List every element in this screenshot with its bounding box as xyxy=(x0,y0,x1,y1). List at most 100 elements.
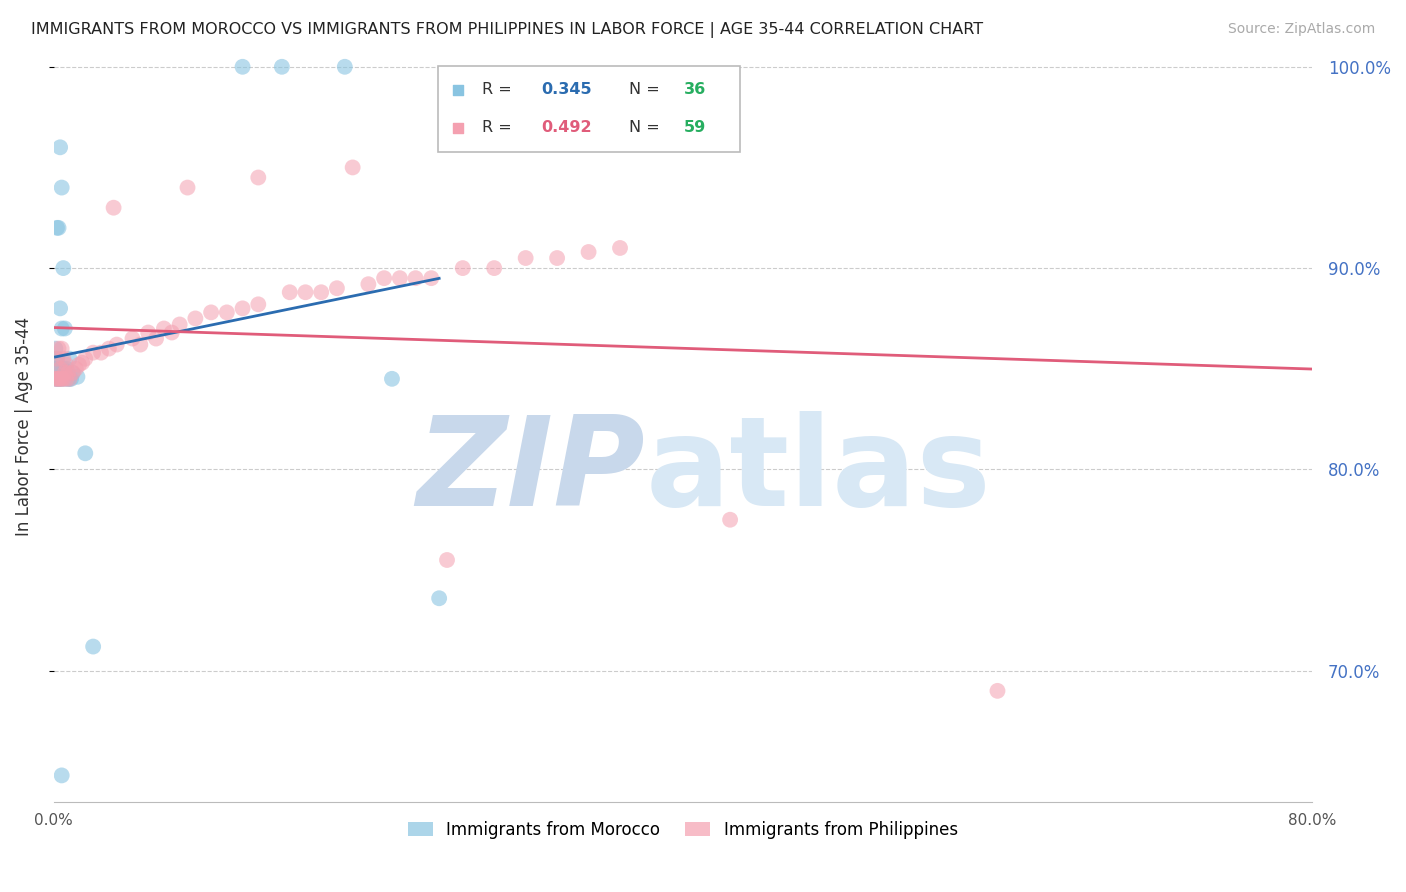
Point xyxy=(184,311,207,326)
Point xyxy=(70,356,93,370)
Point xyxy=(388,271,411,285)
Point xyxy=(48,372,70,386)
Point xyxy=(160,326,183,340)
Point xyxy=(169,318,191,332)
Point xyxy=(49,372,72,386)
Point xyxy=(90,345,112,359)
Point xyxy=(436,553,458,567)
Point xyxy=(48,220,70,235)
Text: ZIP: ZIP xyxy=(416,410,645,532)
Point xyxy=(62,366,84,380)
Point xyxy=(82,640,104,654)
Point xyxy=(232,301,254,316)
Point xyxy=(49,140,72,154)
Point xyxy=(270,60,292,74)
Point xyxy=(44,342,66,356)
Point xyxy=(44,372,66,386)
Text: Source: ZipAtlas.com: Source: ZipAtlas.com xyxy=(1227,22,1375,37)
Point xyxy=(405,271,427,285)
Text: atlas: atlas xyxy=(645,410,991,532)
Point xyxy=(52,351,75,366)
Point xyxy=(153,321,176,335)
Point xyxy=(547,165,569,179)
Point xyxy=(62,366,84,380)
Point xyxy=(51,372,73,386)
Point xyxy=(333,60,356,74)
Point xyxy=(55,361,77,376)
Point xyxy=(342,161,364,175)
Text: 0.345: 0.345 xyxy=(541,82,592,97)
Point xyxy=(53,321,76,335)
Text: 59: 59 xyxy=(685,120,706,136)
Point xyxy=(482,261,505,276)
Point xyxy=(381,372,404,386)
Point xyxy=(427,591,450,606)
Point xyxy=(52,261,75,276)
Point xyxy=(44,361,66,376)
Point xyxy=(46,351,69,366)
Point xyxy=(420,271,443,285)
Legend: Immigrants from Morocco, Immigrants from Philippines: Immigrants from Morocco, Immigrants from… xyxy=(401,814,965,846)
Point xyxy=(578,245,600,260)
Text: IMMIGRANTS FROM MOROCCO VS IMMIGRANTS FROM PHILIPPINES IN LABOR FORCE | AGE 35-4: IMMIGRANTS FROM MOROCCO VS IMMIGRANTS FR… xyxy=(31,22,983,38)
Point xyxy=(200,305,222,319)
Point xyxy=(247,170,270,185)
Point xyxy=(49,372,72,386)
Point xyxy=(52,372,75,386)
Point xyxy=(51,180,73,194)
Point xyxy=(46,361,69,376)
Point xyxy=(357,277,380,292)
FancyBboxPatch shape xyxy=(437,66,740,152)
Point xyxy=(309,285,332,300)
Text: R =: R = xyxy=(482,82,516,97)
Point xyxy=(46,372,69,386)
Point xyxy=(75,351,97,366)
Point xyxy=(46,220,69,235)
Point xyxy=(176,180,198,194)
Point xyxy=(66,369,89,384)
Point xyxy=(53,366,76,380)
Point xyxy=(58,351,80,366)
Point xyxy=(60,372,83,386)
Point xyxy=(44,372,66,386)
Point xyxy=(373,271,395,285)
Point xyxy=(546,251,568,265)
Point xyxy=(58,372,80,386)
Point xyxy=(986,683,1008,698)
Text: R =: R = xyxy=(482,120,516,136)
Point xyxy=(82,345,104,359)
Point xyxy=(75,446,97,460)
Text: N =: N = xyxy=(628,120,665,136)
Point xyxy=(215,305,238,319)
Point xyxy=(46,351,69,366)
Point xyxy=(145,332,167,346)
Point xyxy=(67,358,90,372)
Point xyxy=(136,326,159,340)
Point xyxy=(547,267,569,281)
Point xyxy=(55,372,77,386)
Text: N =: N = xyxy=(628,82,665,97)
Point xyxy=(44,351,66,366)
Text: 0.492: 0.492 xyxy=(541,120,592,136)
Point xyxy=(52,361,75,376)
Point xyxy=(609,241,631,255)
Point xyxy=(48,342,70,356)
Point xyxy=(232,60,254,74)
Point xyxy=(51,342,73,356)
Point xyxy=(278,285,301,300)
Point xyxy=(48,361,70,376)
Point xyxy=(58,372,80,386)
Point xyxy=(326,281,349,295)
Point xyxy=(56,372,79,386)
Point xyxy=(56,366,79,380)
Point xyxy=(65,361,87,376)
Point xyxy=(515,251,537,265)
Point xyxy=(121,332,143,346)
Point xyxy=(105,337,128,351)
Point xyxy=(49,361,72,376)
Point xyxy=(451,261,474,276)
Point xyxy=(55,358,77,372)
Point xyxy=(49,301,72,316)
Point xyxy=(294,285,316,300)
Point xyxy=(46,372,69,386)
